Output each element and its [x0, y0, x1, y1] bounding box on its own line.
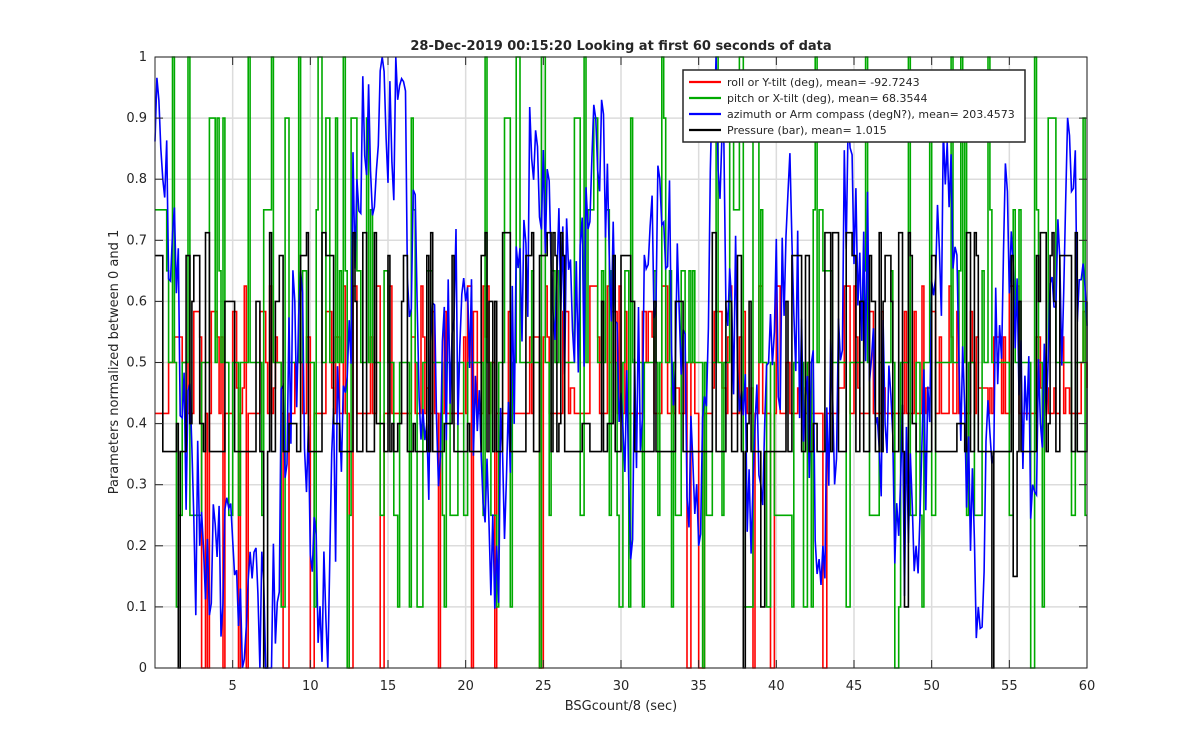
x-tick-label: 55	[1001, 679, 1018, 694]
x-tick-label: 35	[690, 679, 707, 694]
x-tick-label: 15	[380, 679, 397, 694]
y-tick-label: 0.8	[126, 172, 147, 187]
series-lines	[154, 56, 1088, 669]
y-axis-label: Parameters normalized between 0 and 1	[107, 230, 122, 495]
legend-box	[682, 69, 1026, 143]
legend-entry-label: roll or Y-tilt (deg), mean= -92.7243	[727, 76, 920, 89]
chart-title: 28-Dec-2019 00:15:20 Looking at first 60…	[410, 39, 831, 54]
legend-entry-label: pitch or X-tilt (deg), mean= 68.3544	[727, 92, 928, 105]
y-tick-label: 0	[139, 661, 147, 676]
x-tick-label: 5	[229, 679, 237, 694]
x-tick-label: 60	[1079, 679, 1096, 694]
x-tick-label: 30	[613, 679, 630, 694]
y-tick-label: 1	[139, 50, 147, 65]
y-tick-label: 0.3	[126, 478, 147, 493]
legend-entry-label: Pressure (bar), mean= 1.015	[727, 124, 887, 137]
x-tick-label: 20	[457, 679, 474, 694]
y-tick-label: 0.1	[126, 600, 147, 615]
ticks: 5 10 15 20 25 30 35 40 45 50 55 60 0 0.1 0.2 0.3 0.4 0.5 0…	[126, 50, 1095, 694]
x-tick-label: 40	[768, 679, 785, 694]
y-tick-label: 0.2	[126, 539, 147, 554]
y-tick-label: 0.5	[126, 356, 147, 371]
x-tick-label: 45	[846, 679, 863, 694]
legend-entry-label: azimuth or Arm compass (degN?), mean= 20…	[727, 108, 1015, 121]
y-tick-label: 0.6	[126, 294, 147, 309]
y-tick-label: 0.9	[126, 111, 147, 126]
x-tick-label: 10	[302, 679, 319, 694]
x-tick-label: 25	[535, 679, 552, 694]
legend: roll or Y-tilt (deg), mean= -92.7243 pitc…	[682, 69, 1026, 143]
y-tick-label: 0.4	[126, 417, 147, 432]
series-line-2	[155, 56, 1087, 669]
x-tick-label: 50	[923, 679, 940, 694]
series-line-4	[155, 231, 1088, 669]
y-tick-label: 0.7	[126, 233, 147, 248]
x-axis-label: BSGcount/8 (sec)	[565, 699, 678, 714]
